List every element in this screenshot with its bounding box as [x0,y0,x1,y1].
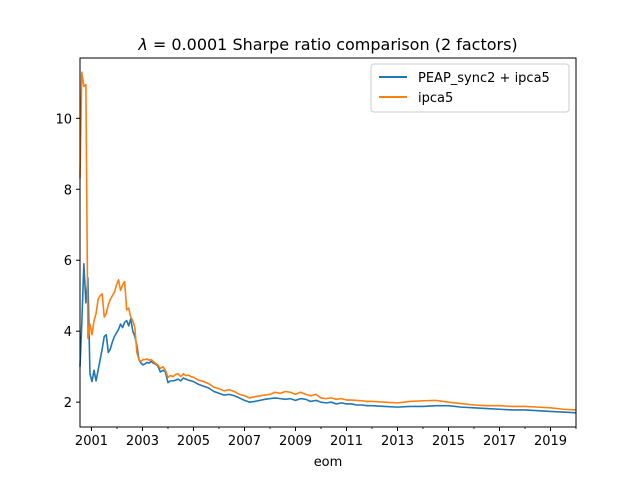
x-axis-ticks: 2001 2003 2005 2007 2009 2011 2013 2015 2017 2019 [75,427,577,449]
x-tick-label-2007: 2007 [228,434,261,449]
series-layer [79,71,577,414]
legend-label-peap-sync2-ipca5: PEAP_sync2 + ipca5 [418,71,550,86]
x-tick-label-2011: 2011 [330,434,363,449]
legend-label-ipca5: ipca5 [418,91,453,106]
y-tick-label-10: 10 [55,112,72,127]
series-line-ipca5 [79,71,577,411]
y-axis-ticks: 2 4 6 8 10 [55,112,80,411]
x-tick-label-2013: 2013 [381,434,414,449]
y-tick-label-2: 2 [64,396,72,411]
chart-title: λ = 0.0001 Sharpe ratio comparison (2 fa… [137,35,517,54]
x-tick-label-2005: 2005 [177,434,210,449]
x-tick-label-2015: 2015 [432,434,465,449]
series-line-peap-sync2-ipca5 [79,262,577,414]
x-axis-label: eom [314,455,343,470]
legend: PEAP_sync2 + ipca5 ipca5 [370,63,570,113]
y-tick-label-4: 4 [64,325,72,340]
y-tick-label-6: 6 [64,254,72,269]
x-tick-label-2009: 2009 [279,434,312,449]
x-tick-label-2001: 2001 [75,434,108,449]
x-tick-label-2003: 2003 [126,434,159,449]
legend-frame [370,63,570,113]
x-tick-label-2017: 2017 [483,434,516,449]
y-tick-label-8: 8 [64,183,72,198]
x-tick-label-2019: 2019 [534,434,567,449]
chart-title-text: = 0.0001 Sharpe ratio comparison (2 fact… [148,35,518,54]
chart-title-lambda: λ [137,35,147,54]
plot-frame [79,57,577,428]
